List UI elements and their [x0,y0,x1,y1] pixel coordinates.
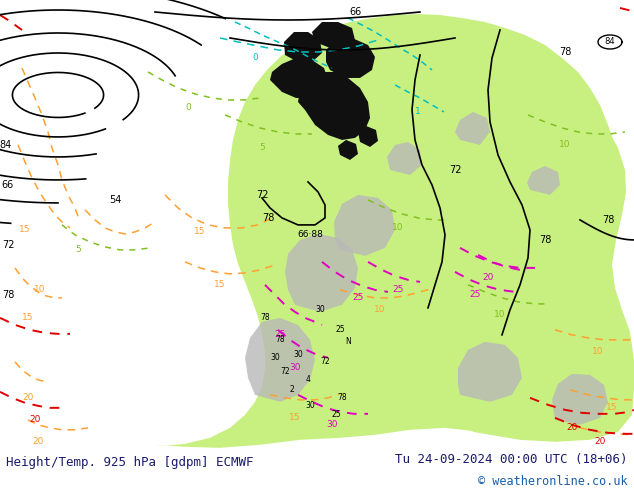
Text: 78: 78 [275,335,285,344]
Text: 84: 84 [605,37,616,47]
Polygon shape [338,140,358,160]
Polygon shape [450,75,634,442]
Text: 20: 20 [594,437,605,446]
Polygon shape [288,78,310,98]
Text: 30: 30 [327,420,338,429]
Text: 54: 54 [109,195,121,205]
Polygon shape [312,22,355,48]
Polygon shape [552,374,608,425]
Polygon shape [455,112,490,145]
Text: 15: 15 [194,227,206,236]
Polygon shape [285,234,358,312]
Text: 78: 78 [602,215,614,225]
Text: 10: 10 [592,347,604,356]
Text: 10: 10 [559,141,571,149]
Text: 25: 25 [275,330,286,340]
Text: 72: 72 [320,357,330,367]
Text: 15: 15 [19,225,31,234]
Polygon shape [358,126,378,147]
Polygon shape [527,166,560,195]
Text: © weatheronline.co.uk: © weatheronline.co.uk [478,475,628,488]
Text: 20: 20 [29,416,41,424]
Text: 78: 78 [539,235,551,245]
Text: 25: 25 [469,291,481,299]
Polygon shape [245,318,315,402]
Text: 15: 15 [606,403,618,413]
Text: 4: 4 [306,375,311,384]
Text: 78: 78 [337,393,347,402]
Polygon shape [334,195,395,256]
Text: 20: 20 [566,423,578,432]
Text: 25: 25 [392,285,404,294]
Text: 1: 1 [415,107,421,117]
Text: 0: 0 [252,53,258,63]
Text: 0: 0 [185,103,191,113]
Text: 66: 66 [2,180,14,190]
Text: 72: 72 [449,165,462,175]
Text: 15: 15 [289,414,301,422]
Text: 78: 78 [260,314,270,322]
Text: 30: 30 [289,364,301,372]
Text: 66: 66 [349,7,361,17]
Text: Tu 24-09-2024 00:00 UTC (18+06): Tu 24-09-2024 00:00 UTC (18+06) [395,453,628,466]
Text: 30: 30 [305,401,315,410]
Text: 10: 10 [374,305,385,315]
Polygon shape [458,342,522,402]
Text: 78: 78 [2,290,14,300]
Text: 15: 15 [22,314,34,322]
Text: 2: 2 [290,385,294,394]
Polygon shape [270,58,328,98]
Text: 30: 30 [270,353,280,363]
Text: 72: 72 [2,240,14,250]
Polygon shape [326,38,375,78]
Text: 10: 10 [495,310,506,319]
Text: N: N [345,337,351,346]
Text: 78: 78 [559,47,571,57]
Text: 72: 72 [256,190,268,200]
Text: 25: 25 [335,325,345,334]
Text: 20: 20 [32,437,44,446]
Text: 25: 25 [331,410,341,419]
Text: 15: 15 [214,280,226,290]
Text: 30: 30 [293,350,303,359]
Text: 84: 84 [0,140,11,150]
Text: Height/Temp. 925 hPa [gdpm] ECMWF: Height/Temp. 925 hPa [gdpm] ECMWF [6,456,254,469]
Polygon shape [387,142,422,175]
Text: 5: 5 [259,144,265,152]
Text: 66·88: 66·88 [297,230,323,240]
Polygon shape [298,72,370,140]
Text: 10: 10 [392,223,404,232]
Text: 30: 30 [315,305,325,315]
Text: 20: 20 [482,273,494,282]
Polygon shape [284,32,322,62]
Polygon shape [155,14,630,448]
Text: 10: 10 [34,285,46,294]
Text: 20: 20 [22,393,34,402]
Text: 5: 5 [75,245,81,254]
Text: 25: 25 [353,294,364,302]
Text: 72: 72 [280,368,290,376]
Text: 78: 78 [262,213,274,223]
